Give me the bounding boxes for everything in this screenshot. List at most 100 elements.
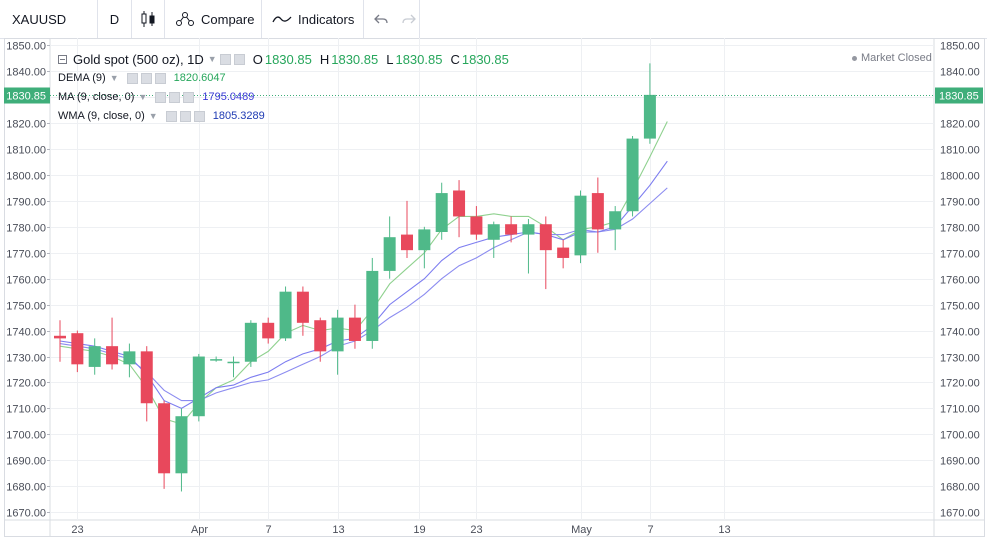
interval-button[interactable]: D: [98, 0, 132, 38]
compare-label: Compare: [201, 11, 255, 27]
settings-icon[interactable]: [179, 110, 191, 122]
low-value: 1830.85: [395, 51, 443, 67]
candle-body: [210, 359, 223, 361]
indicator-dropdown-icon[interactable]: ▼: [138, 92, 148, 102]
indicator-legend-dema[interactable]: DEMA (9) ▼ 1820.6047: [58, 71, 226, 85]
indicators-button[interactable]: Indicators: [262, 0, 364, 38]
candle-body: [106, 346, 119, 365]
x-tick-label: 23: [71, 524, 83, 536]
candle-body: [557, 247, 570, 258]
price-chart[interactable]: 1850.001850.001840.001840.001830.001830.…: [4, 38, 986, 538]
high-value: 1830.85: [331, 51, 379, 67]
y-tick-label-right: 1760.00: [940, 275, 980, 287]
indicator-legend-ma[interactable]: MA (9, close, 0) ▼ 1795.0489: [58, 90, 254, 104]
indicator-dropdown-icon[interactable]: ▼: [148, 111, 158, 121]
y-tick-label-left: 1690.00: [6, 456, 46, 468]
indicator-dropdown-icon[interactable]: ▼: [109, 73, 119, 83]
visibility-icon[interactable]: [155, 91, 167, 103]
y-tick-label-right: 1680.00: [940, 482, 980, 494]
y-tick-label-right: 1710.00: [940, 404, 980, 416]
indicator-legend-wma[interactable]: WMA (9, close, 0) ▼ 1805.3289: [58, 109, 265, 123]
series-line-2: [59, 160, 668, 410]
candle-body: [401, 234, 413, 251]
candle-body: [591, 193, 604, 230]
last-price-label-bg-left: [4, 87, 50, 104]
y-tick-label-left: 1720.00: [6, 378, 46, 390]
last-price-label-left: 1830.85: [6, 91, 46, 103]
compare-button[interactable]: Compare: [165, 0, 262, 38]
candle-body: [331, 317, 344, 352]
settings-icon[interactable]: [140, 72, 152, 84]
candle-body: [539, 224, 552, 251]
symbol-label: XAUUSD: [12, 11, 67, 27]
y-tick-label-left: 1760.00: [6, 275, 46, 287]
series-settings-icon[interactable]: [233, 53, 245, 65]
candle-body: [609, 211, 622, 230]
y-tick-label-right: 1730.00: [940, 353, 980, 365]
market-status: Market Closed: [852, 52, 932, 64]
y-tick-label-right: 1790.00: [940, 197, 980, 209]
y-tick-label-left: 1840.00: [6, 67, 46, 79]
y-tick-label-right: 1670.00: [940, 508, 980, 520]
close-icon[interactable]: [183, 91, 195, 103]
interval-label: D: [109, 11, 120, 27]
candle-body: [175, 416, 188, 474]
candle-body: [574, 195, 587, 256]
indicator-value: 1820.6047: [173, 72, 226, 84]
undo-redo-group: [364, 0, 420, 38]
indicator-value: 1805.3289: [212, 110, 265, 122]
candle-body: [158, 403, 171, 474]
candle-body: [643, 94, 656, 139]
candle-body: [54, 335, 66, 339]
settings-icon[interactable]: [169, 91, 181, 103]
close-value: 1830.85: [461, 51, 509, 67]
candle-body: [140, 351, 153, 404]
indicator-name: DEMA (9): [58, 72, 106, 84]
undo-icon[interactable]: [374, 13, 388, 25]
y-tick-label-left: 1780.00: [6, 223, 46, 235]
collapse-legend-icon[interactable]: [58, 54, 67, 64]
close-icon[interactable]: [193, 110, 205, 122]
market-status-label: Market Closed: [861, 52, 932, 64]
x-tick-label: 7: [265, 524, 271, 536]
candle-body: [487, 224, 500, 240]
candle-body: [262, 322, 275, 339]
series-visibility-icon[interactable]: [219, 53, 231, 65]
y-tick-label-left: 1680.00: [6, 482, 46, 494]
candle-body: [453, 190, 466, 217]
open-key: O: [252, 51, 263, 67]
close-icon[interactable]: [154, 72, 166, 84]
y-tick-label-left: 1810.00: [6, 145, 46, 157]
y-tick-label-left: 1790.00: [6, 197, 46, 209]
compare-icon: [175, 10, 195, 28]
close-key: C: [450, 51, 460, 67]
series-dropdown-icon[interactable]: ▼: [207, 54, 217, 64]
candle-body: [435, 193, 448, 232]
symbol-search-button[interactable]: XAUUSD: [0, 0, 98, 38]
candle-body: [227, 361, 240, 364]
y-tick-label-right: 1840.00: [940, 67, 980, 79]
y-tick-label-left: 1800.00: [6, 171, 46, 183]
candle-body: [383, 237, 396, 271]
high-key: H: [319, 51, 330, 67]
x-tick-label: 23: [470, 524, 482, 536]
chart-type-button[interactable]: [132, 0, 165, 38]
redo-icon[interactable]: [402, 13, 416, 25]
last-price-label-right: 1830.85: [939, 91, 979, 103]
y-tick-label-left: 1850.00: [6, 41, 46, 53]
y-tick-label-left: 1740.00: [6, 327, 46, 339]
y-tick-label-right: 1850.00: [940, 41, 980, 53]
x-tick-label: Apr: [191, 524, 208, 536]
visibility-icon[interactable]: [165, 110, 177, 122]
visibility-icon[interactable]: [126, 72, 138, 84]
candle-body: [366, 270, 379, 341]
indicators-icon: [272, 12, 292, 26]
candle-body: [192, 356, 205, 417]
candle-body: [88, 346, 101, 367]
low-key: L: [386, 51, 394, 67]
candle-body: [123, 351, 136, 365]
y-tick-label-left: 1820.00: [6, 119, 46, 131]
indicator-name: WMA (9, close, 0): [58, 110, 145, 122]
market-status-dot-icon: [852, 55, 857, 61]
candle-body: [244, 322, 257, 362]
